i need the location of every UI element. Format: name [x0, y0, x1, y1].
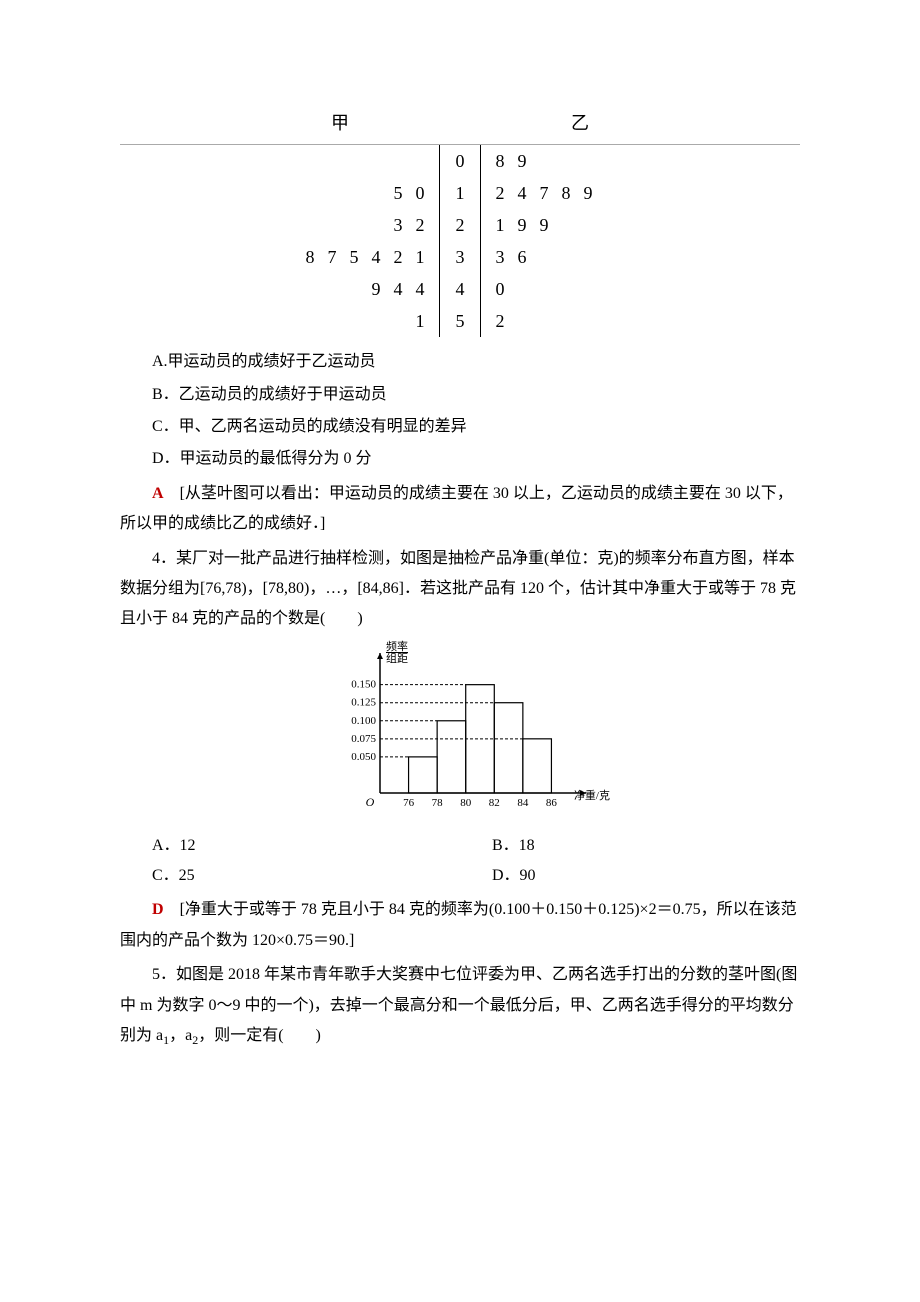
stem-leaf-left: 875421: [231, 241, 440, 273]
stem-leaf-plot: 甲 乙 0895012478932219987542133694440152: [120, 100, 800, 337]
stem-leaf-left: 50: [231, 177, 440, 209]
q4-option-c: C．25: [120, 861, 460, 891]
svg-text:0.100: 0.100: [351, 714, 376, 726]
q4-option-a: A．12: [120, 831, 460, 861]
stem-leaf-right: 89: [481, 145, 689, 177]
stem-leaf-rows: 0895012478932219987542133694440152: [231, 145, 689, 337]
q4-option-d: D．90: [460, 861, 800, 891]
stem-leaf-left: 944: [231, 273, 440, 305]
stem-leaf-row: 322199: [231, 209, 689, 241]
q3-option-b: B．乙运动员的成绩好于甲运动员: [120, 380, 800, 410]
stem-leaf-row: 875421336: [231, 241, 689, 273]
q4-stem: 4．某厂对一批产品进行抽样检测，如图是抽检产品净重(单位：克)的频率分布直方图，…: [120, 544, 800, 635]
stem-leaf-left: 32: [231, 209, 440, 241]
stem-leaf-stem: 4: [440, 273, 481, 305]
svg-text:78: 78: [432, 797, 444, 809]
svg-text:82: 82: [489, 797, 500, 809]
histogram-svg: 0.050 0.075 0.100 0.125 0.150 76 78 80 82 84 86 O: [320, 643, 600, 823]
stem-leaf-row: 50124789: [231, 177, 689, 209]
stem-leaf-header: 甲 乙: [120, 100, 800, 145]
stem-leaf-right: 199: [481, 209, 689, 241]
q4-answer-text: [净重大于或等于 78 克且小于 84 克的频率为(0.100＋0.150＋0.…: [120, 901, 797, 948]
stem-leaf-stem: 3: [440, 241, 481, 273]
q4-answer-label: D: [152, 901, 164, 918]
histogram: 频率 组距 净重/克 0.0500.0750.1000.1250.1507678…: [320, 643, 600, 823]
svg-text:84: 84: [517, 797, 529, 809]
q4-options: A．12 B．18 C．25 D．90: [120, 831, 800, 892]
header-right: 乙: [480, 106, 680, 140]
q3-option-d: D．甲运动员的最低得分为 0 分: [120, 444, 800, 474]
stem-leaf-right: 2: [481, 305, 689, 337]
stem-leaf-right: 24789: [481, 177, 689, 209]
q3-option-a: A.甲运动员的成绩好于乙运动员: [120, 347, 800, 377]
svg-text:0.125: 0.125: [351, 696, 376, 708]
q3-answer-text: [从茎叶图可以看出：甲运动员的成绩主要在 30 以上，乙运动员的成绩主要在 30…: [120, 485, 793, 532]
stem-leaf-row: 94440: [231, 273, 689, 305]
stem-leaf-stem: 5: [440, 305, 481, 337]
hist-x-label: 净重/克: [574, 786, 610, 807]
q5-mid: ，a: [169, 1027, 192, 1044]
hist-y-label-bot: 组距: [386, 652, 408, 665]
q4-option-b: B．18: [460, 831, 800, 861]
svg-text:86: 86: [546, 797, 558, 809]
stem-leaf-row: 152: [231, 305, 689, 337]
svg-text:76: 76: [403, 797, 415, 809]
header-left: 甲: [240, 106, 440, 140]
stem-leaf-stem: 2: [440, 209, 481, 241]
stem-leaf-left: 1: [231, 305, 440, 337]
stem-leaf-right: 0: [481, 273, 689, 305]
stem-leaf-right: 36: [481, 241, 689, 273]
svg-text:0.075: 0.075: [351, 733, 376, 745]
stem-leaf-stem: 1: [440, 177, 481, 209]
q5-stem: 5．如图是 2018 年某市青年歌手大奖赛中七位评委为甲、乙两名选手打出的分数的…: [120, 960, 800, 1052]
svg-text:80: 80: [460, 797, 472, 809]
stem-leaf-stem: 0: [440, 145, 481, 177]
hist-y-label-top: 频率: [386, 641, 408, 653]
histogram-wrap: 频率 组距 净重/克 0.050 0.075 0.100 0.125 0.150 76 78…: [120, 643, 800, 823]
q4-answer: D [净重大于或等于 78 克且小于 84 克的频率为(0.100＋0.150＋…: [120, 895, 800, 956]
svg-text:0.150: 0.150: [351, 678, 376, 690]
q3-answer: A [从茎叶图可以看出：甲运动员的成绩主要在 30 以上，乙运动员的成绩主要在 …: [120, 479, 800, 540]
q3-option-c: C．甲、乙两名运动员的成绩没有明显的差异: [120, 412, 800, 442]
svg-text:O: O: [366, 795, 375, 809]
svg-text:0.050: 0.050: [351, 751, 376, 763]
hist-y-label: 频率 组距: [386, 641, 408, 665]
stem-leaf-row: 089: [231, 145, 689, 177]
q5-stem-post: ，则一定有( ): [198, 1027, 321, 1044]
stem-leaf-left: [231, 145, 440, 177]
q3-answer-label: A: [152, 485, 164, 502]
header-stem-gap: [440, 106, 480, 140]
